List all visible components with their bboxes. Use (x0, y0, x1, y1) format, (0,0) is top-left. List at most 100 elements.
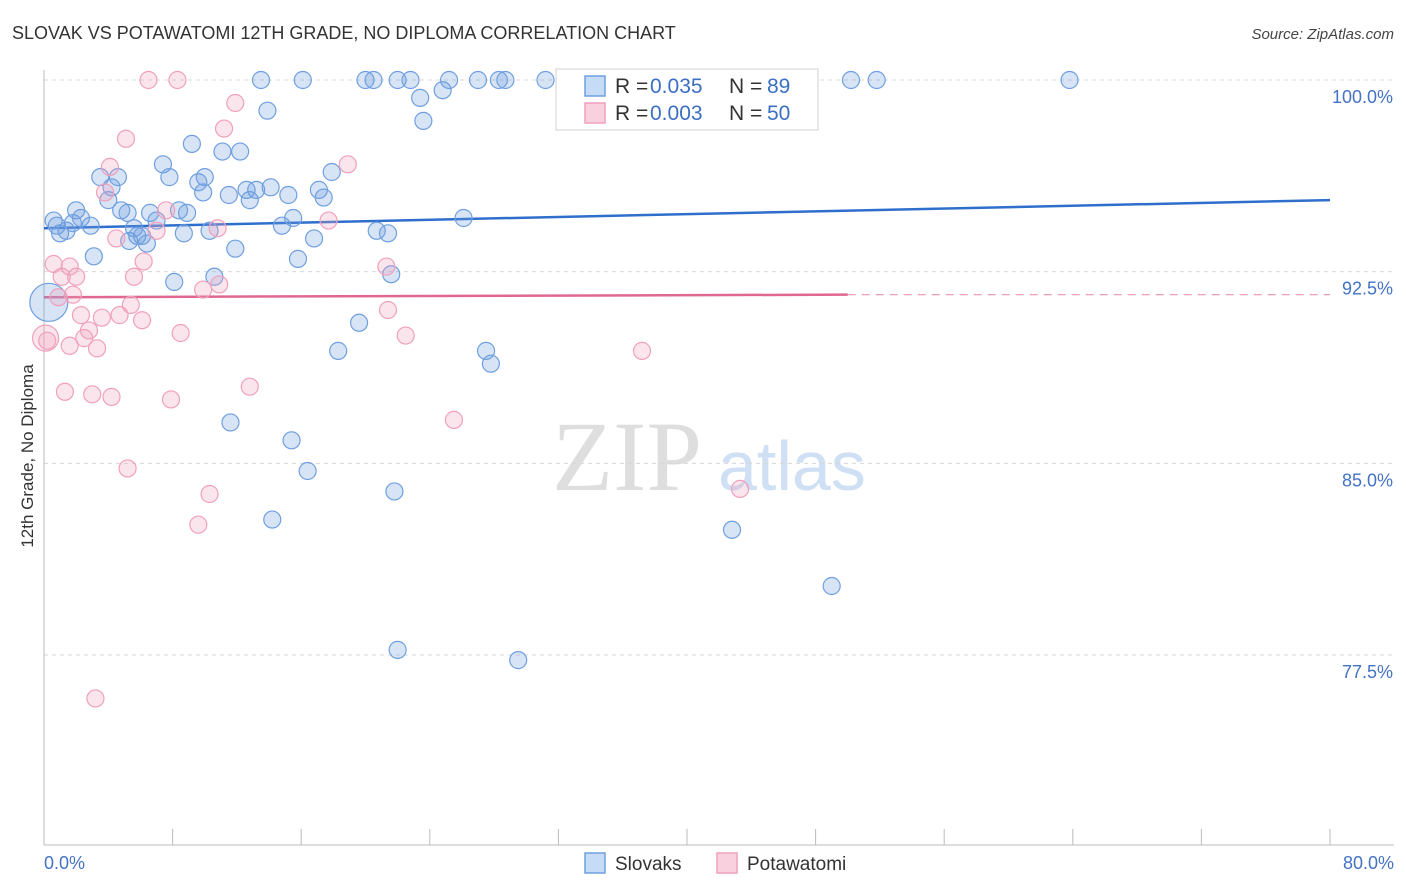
slovaks-point (263, 510, 282, 529)
slovaks-point (84, 247, 103, 266)
potawatomi-point (79, 321, 99, 340)
potawatomi-point (240, 377, 259, 396)
potawatomi-point (63, 285, 83, 304)
potawatomi-point (110, 306, 129, 325)
slovaks-point (414, 111, 433, 130)
potawatomi-point (730, 479, 750, 498)
legend-n-label-slovaks: N = (729, 75, 762, 98)
slovaks-point (401, 70, 420, 90)
y-tick-label: 100.0% (1332, 87, 1393, 107)
legend-n-value-slovaks: 89 (767, 75, 790, 98)
potawatomi-point (200, 484, 219, 504)
potawatomi-point (338, 155, 357, 174)
slovaks-point (454, 208, 473, 228)
slovaks-point (364, 70, 383, 90)
stats-legend: R = 0.035 N = 89 R = 0.003 N = 50 (555, 68, 819, 131)
slovaks-point (329, 341, 348, 360)
potawatomi-point (168, 70, 187, 90)
slovaks-point (213, 142, 232, 161)
legend-n-label-potawatomi: N = (729, 102, 762, 125)
potawatomi-point (208, 219, 227, 238)
slovaks-point (195, 168, 214, 187)
potawatomi-point (194, 280, 213, 299)
legend-r-label-potawatomi: R = (615, 102, 648, 125)
slovaks-point (221, 413, 240, 432)
slovaks-point (231, 142, 250, 161)
slovaks-point (304, 229, 324, 248)
potawatomi-point (102, 387, 121, 406)
slovaks-point (237, 180, 256, 199)
potawatomi-point (378, 300, 398, 320)
slovaks-point (261, 178, 280, 197)
potawatomi-point (157, 201, 176, 220)
watermark-zip: ZIP (552, 401, 702, 512)
slovaks-point (468, 70, 488, 90)
potawatomi-point (121, 295, 140, 314)
slovaks-point (388, 70, 407, 90)
legend-n-value-potawatomi: 50 (767, 102, 790, 125)
potawatomi-point (132, 311, 152, 330)
slovaks-point (298, 461, 317, 481)
slovaks-point (29, 282, 69, 322)
potawatomi-point (444, 410, 464, 429)
potawatomi-point (60, 257, 79, 276)
potawatomi-point (60, 336, 79, 355)
slovaks-trend-line (43, 198, 1331, 230)
y-axis-label: 12th Grade, No Diploma (18, 364, 37, 548)
slovaks-point (284, 208, 303, 228)
slovaks-point (137, 234, 156, 253)
slovaks-point (388, 640, 407, 659)
slovaks-point (160, 168, 179, 187)
potawatomi-point (95, 183, 115, 202)
data-points (29, 70, 1079, 708)
slovaks-point (71, 208, 91, 228)
slovaks-point (128, 226, 147, 245)
slovaks-point (509, 651, 528, 670)
slovaks-point (165, 272, 184, 291)
slovaks-point (194, 183, 213, 202)
potawatomi-point (92, 308, 111, 327)
slovaks-point (240, 191, 259, 210)
potawatomi-point (71, 306, 91, 325)
potawatomi-point (632, 341, 652, 360)
slovaks-point (182, 134, 201, 153)
gridlines (44, 79, 1394, 656)
slovaks-point (536, 70, 555, 90)
slovaks-point (288, 249, 308, 268)
slovaks-point (293, 70, 312, 90)
y-tick-label: 92.5% (1342, 279, 1393, 299)
potawatomi-point (116, 129, 136, 148)
slovaks-point (411, 88, 430, 107)
potawatomi-point (49, 288, 68, 307)
potawatomi-point (67, 267, 86, 286)
potawatomi-point (377, 257, 396, 276)
potawatomi-point (226, 93, 245, 113)
potawatomi-point (107, 229, 126, 248)
legend-swatch-slovaks (584, 75, 606, 97)
slovaks-point (1060, 70, 1079, 90)
slovaks-point (867, 70, 886, 90)
potawatomi-point (210, 275, 229, 294)
trend-lines (43, 198, 1331, 299)
slovaks-point (279, 185, 298, 205)
axes: 100.0% 92.5% 85.0% 77.5% 0.0% 80.0% (43, 70, 1394, 873)
legend-r-value-slovaks: 0.035 (650, 75, 703, 98)
slovaks-point (367, 221, 386, 240)
potawatomi-point (124, 267, 144, 286)
slovaks-point (489, 70, 509, 90)
slovaks-point (251, 70, 271, 90)
watermark-atlas: atlas (718, 427, 866, 505)
y-tick-label: 85.0% (1342, 470, 1393, 490)
slovaks-point (177, 203, 197, 222)
potawatomi-point (319, 211, 338, 230)
slovaks-point (322, 162, 341, 182)
slovaks-point (118, 203, 137, 222)
slovaks-point (841, 70, 861, 90)
potawatomi-point (38, 331, 57, 350)
watermark: ZIP atlas (552, 401, 866, 512)
slovaks-point (282, 431, 301, 450)
bottom-legend-swatch-potawatomi (716, 852, 738, 874)
x-tick-label: 80.0% (1343, 853, 1394, 873)
potawatomi-point (87, 339, 107, 358)
